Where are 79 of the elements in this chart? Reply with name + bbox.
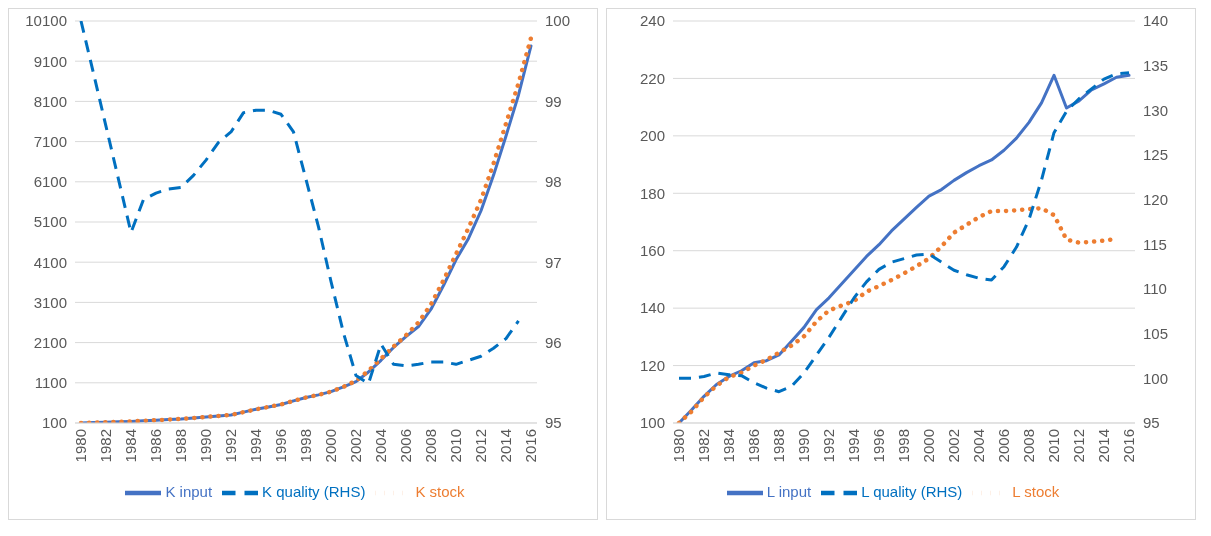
y2-tick-label: 99 xyxy=(545,92,562,110)
x-tick-label: 1998 xyxy=(296,429,314,463)
y-tick-label: 9100 xyxy=(33,52,67,70)
y-tick-label: 7100 xyxy=(33,132,67,150)
x-tick-label: 1992 xyxy=(819,429,837,463)
legend-label: L quality (RHS) xyxy=(861,482,963,500)
x-tick-label: 1982 xyxy=(694,429,712,463)
y2-tick-label: 130 xyxy=(1143,101,1169,119)
y-tick-label: 100 xyxy=(41,414,67,432)
y2-tick-label: 110 xyxy=(1143,280,1167,298)
x-tick-label: 2006 xyxy=(396,429,414,463)
x-tick-label: 2014 xyxy=(1094,429,1112,463)
x-tick-label: 1998 xyxy=(894,429,912,463)
x-tick-label: 2004 xyxy=(371,429,389,463)
x-tick-label: 2000 xyxy=(321,429,339,463)
y-tick-label: 3100 xyxy=(33,293,67,311)
x-tick-label: 2006 xyxy=(994,429,1012,463)
x-tick-label: 1984 xyxy=(719,429,737,463)
x-tick-label: 2000 xyxy=(919,429,937,463)
y-tick-label: 6100 xyxy=(33,173,67,191)
x-tick-label: 2008 xyxy=(421,429,439,463)
y-tick-label: 100 xyxy=(639,414,665,432)
x-tick-label: 2010 xyxy=(1044,429,1062,463)
x-tick-label: 1986 xyxy=(744,429,762,463)
x-tick-label: 2012 xyxy=(1069,429,1087,463)
y-tick-label: 10100 xyxy=(25,12,67,30)
y-tick-label: 160 xyxy=(639,242,665,260)
x-tick-label: 1992 xyxy=(221,429,239,463)
y-tick-label: 4100 xyxy=(33,253,67,271)
x-tick-label: 1996 xyxy=(869,429,887,463)
x-tick-label: 2010 xyxy=(446,429,464,463)
y2-tick-label: 95 xyxy=(545,414,562,432)
legend-label: K quality (RHS) xyxy=(262,482,366,500)
y2-tick-label: 125 xyxy=(1143,146,1169,164)
y2-tick-label: 115 xyxy=(1143,235,1167,253)
x-tick-label: 1994 xyxy=(844,429,862,463)
x-tick-label: 2016 xyxy=(521,429,539,463)
y2-tick-label: 100 xyxy=(1143,369,1169,387)
y2-tick-label: 100 xyxy=(545,12,571,30)
legend-label: L input xyxy=(766,482,812,500)
y-tick-label: 1100 xyxy=(34,374,67,392)
x-tick-label: 1982 xyxy=(96,429,114,463)
x-tick-label: 1986 xyxy=(146,429,164,463)
y-tick-label: 5100 xyxy=(33,213,67,231)
x-tick-label: 2014 xyxy=(496,429,514,463)
y-tick-label: 140 xyxy=(639,299,665,317)
x-tick-label: 2016 xyxy=(1119,429,1137,463)
y2-tick-label: 135 xyxy=(1143,56,1169,74)
legend-label: L stock xyxy=(1012,482,1060,500)
x-tick-label: 2004 xyxy=(969,429,987,463)
x-tick-label: 1996 xyxy=(271,429,289,463)
y2-tick-label: 95 xyxy=(1143,414,1160,432)
y2-tick-label: 105 xyxy=(1143,324,1169,342)
x-tick-label: 2008 xyxy=(1019,429,1037,463)
y2-tick-label: 97 xyxy=(545,253,562,271)
x-tick-label: 1990 xyxy=(196,429,214,463)
y-tick-label: 180 xyxy=(639,184,665,202)
legend-label: K stock xyxy=(415,482,465,500)
x-tick-label: 2002 xyxy=(944,429,962,463)
y2-tick-label: 120 xyxy=(1143,190,1169,208)
x-tick-label: 2002 xyxy=(346,429,364,463)
x-tick-label: 1980 xyxy=(71,429,89,463)
y2-tick-label: 96 xyxy=(545,333,562,351)
legend-label: K input xyxy=(165,482,213,500)
x-tick-label: 1988 xyxy=(769,429,787,463)
x-tick-label: 2012 xyxy=(471,429,489,463)
x-tick-label: 1984 xyxy=(121,429,139,463)
x-tick-label: 1980 xyxy=(669,429,687,463)
y-tick-label: 120 xyxy=(639,356,665,374)
y2-tick-label: 140 xyxy=(1143,12,1169,30)
y-tick-label: 8100 xyxy=(33,92,67,110)
y-tick-label: 240 xyxy=(639,12,665,30)
y-tick-label: 200 xyxy=(639,127,665,145)
x-tick-label: 1988 xyxy=(171,429,189,463)
x-tick-label: 1994 xyxy=(246,429,264,463)
y-tick-label: 2100 xyxy=(33,333,67,351)
y-tick-label: 220 xyxy=(639,69,665,87)
x-tick-label: 1990 xyxy=(794,429,812,463)
y2-tick-label: 98 xyxy=(545,173,562,191)
